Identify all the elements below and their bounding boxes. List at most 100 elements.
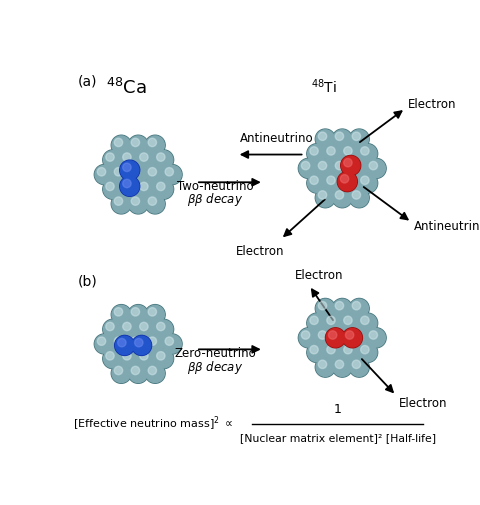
Circle shape	[129, 306, 147, 324]
Circle shape	[129, 364, 147, 382]
Circle shape	[307, 173, 327, 193]
Circle shape	[137, 150, 156, 170]
Circle shape	[318, 360, 327, 369]
Circle shape	[120, 180, 139, 198]
Circle shape	[358, 342, 378, 363]
Circle shape	[367, 159, 385, 178]
Circle shape	[349, 357, 369, 377]
Circle shape	[148, 337, 156, 345]
Text: $\beta\beta$ decay: $\beta\beta$ decay	[187, 359, 243, 376]
Circle shape	[341, 156, 361, 175]
Circle shape	[359, 174, 377, 192]
Circle shape	[318, 301, 327, 310]
Circle shape	[338, 172, 357, 191]
Circle shape	[145, 334, 165, 354]
Circle shape	[140, 351, 148, 360]
Circle shape	[315, 129, 336, 149]
Circle shape	[94, 334, 114, 354]
Circle shape	[328, 331, 337, 339]
Circle shape	[104, 349, 122, 368]
Circle shape	[97, 168, 106, 176]
Circle shape	[131, 308, 140, 316]
Circle shape	[134, 338, 143, 347]
Circle shape	[301, 331, 310, 339]
Circle shape	[324, 173, 344, 193]
Circle shape	[350, 358, 368, 376]
Circle shape	[327, 147, 335, 155]
Circle shape	[137, 348, 156, 369]
Circle shape	[120, 176, 140, 196]
Circle shape	[112, 364, 131, 382]
Circle shape	[128, 305, 148, 325]
Circle shape	[140, 322, 148, 331]
Circle shape	[335, 331, 344, 339]
Circle shape	[123, 182, 131, 190]
Circle shape	[341, 342, 361, 363]
Circle shape	[342, 328, 362, 348]
Circle shape	[359, 144, 377, 163]
Circle shape	[341, 173, 361, 193]
Circle shape	[111, 363, 131, 383]
Circle shape	[112, 136, 131, 155]
Text: Two-neutrino: Two-neutrino	[177, 180, 253, 193]
Circle shape	[154, 179, 174, 199]
Text: [Effective neutrino mass]$^2$ $\propto$: [Effective neutrino mass]$^2$ $\propto$	[73, 415, 233, 433]
Circle shape	[324, 174, 343, 192]
Circle shape	[140, 182, 148, 190]
Circle shape	[369, 331, 378, 339]
Circle shape	[315, 159, 336, 178]
Circle shape	[106, 153, 114, 161]
Circle shape	[131, 366, 140, 375]
Circle shape	[128, 135, 148, 155]
Circle shape	[333, 159, 351, 178]
Circle shape	[115, 336, 134, 355]
Circle shape	[120, 348, 140, 369]
Circle shape	[360, 176, 369, 184]
Circle shape	[111, 305, 131, 325]
Circle shape	[349, 188, 369, 208]
Circle shape	[131, 168, 140, 176]
Circle shape	[120, 177, 139, 195]
Circle shape	[310, 345, 318, 354]
Circle shape	[137, 349, 156, 368]
Circle shape	[148, 168, 156, 176]
Circle shape	[352, 191, 360, 199]
Circle shape	[103, 348, 123, 369]
Circle shape	[352, 162, 360, 170]
Circle shape	[332, 298, 352, 319]
Circle shape	[318, 191, 327, 199]
Circle shape	[318, 162, 327, 170]
Text: (a): (a)	[78, 74, 97, 88]
Circle shape	[318, 132, 327, 140]
Circle shape	[120, 150, 139, 169]
Circle shape	[156, 351, 165, 360]
Circle shape	[131, 197, 140, 206]
Circle shape	[333, 188, 351, 207]
Circle shape	[310, 316, 318, 325]
Text: Electron: Electron	[398, 397, 447, 410]
Circle shape	[350, 329, 368, 347]
Circle shape	[318, 331, 327, 339]
Circle shape	[341, 174, 360, 192]
Circle shape	[349, 298, 369, 319]
Circle shape	[155, 349, 173, 368]
Circle shape	[327, 316, 335, 325]
Circle shape	[333, 130, 351, 148]
Circle shape	[360, 147, 369, 155]
Circle shape	[316, 188, 335, 207]
Circle shape	[350, 299, 368, 318]
Text: Antineutrino: Antineutrino	[414, 220, 480, 233]
Circle shape	[350, 159, 368, 178]
Circle shape	[327, 176, 335, 184]
Circle shape	[316, 329, 335, 347]
Circle shape	[156, 182, 165, 190]
Circle shape	[145, 194, 165, 214]
Circle shape	[146, 165, 164, 184]
Circle shape	[308, 343, 326, 362]
Circle shape	[299, 329, 318, 347]
Circle shape	[145, 363, 165, 383]
Circle shape	[367, 329, 385, 347]
Circle shape	[106, 182, 114, 190]
Circle shape	[358, 173, 378, 193]
Circle shape	[335, 301, 344, 310]
